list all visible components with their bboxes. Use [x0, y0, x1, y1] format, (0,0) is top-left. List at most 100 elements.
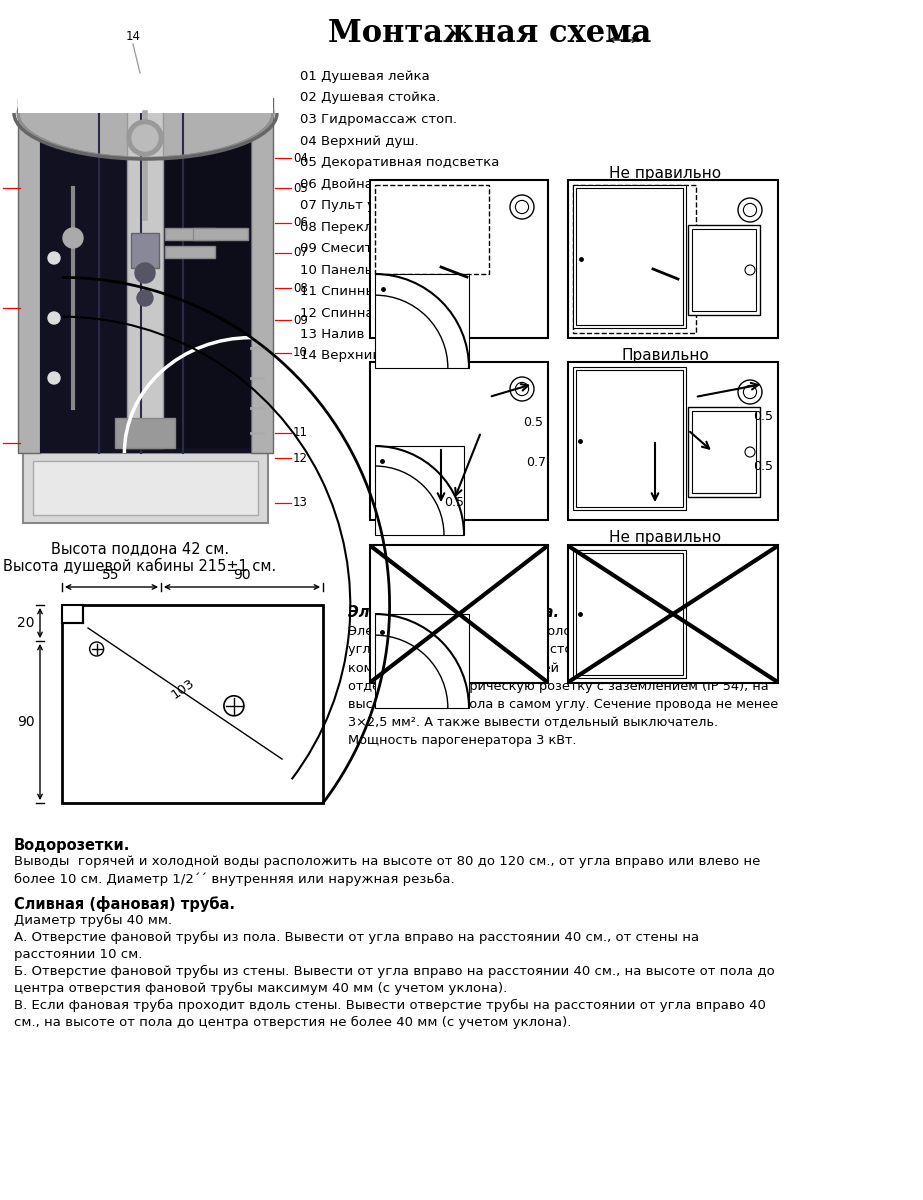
Bar — [131, 233, 159, 268]
Text: 07 Пульт управления: 07 Пульт управления — [300, 199, 450, 212]
Bar — [370, 180, 548, 338]
Text: 07: 07 — [293, 246, 308, 259]
Text: Высота душевой кабины 215±1 см.: Высота душевой кабины 215±1 см. — [4, 558, 277, 574]
Bar — [18, 58, 273, 113]
Text: 02 Душевая стойка.: 02 Душевая стойка. — [300, 91, 440, 104]
Text: расстоянии 10 см.: расстоянии 10 см. — [14, 948, 142, 961]
Bar — [127, 103, 163, 448]
Bar — [33, 461, 258, 515]
Text: Выводы  горячей и холодной воды расположить на высоте от 80 до 120 см., от угла : Выводы горячей и холодной воды расположи… — [14, 854, 761, 868]
Text: 55: 55 — [102, 568, 120, 582]
Text: 04 Верхний душ.: 04 Верхний душ. — [300, 134, 419, 148]
Bar — [375, 446, 464, 535]
Bar — [165, 108, 250, 448]
Text: Водорозетки.: Водорозетки. — [14, 838, 130, 853]
Bar — [165, 228, 215, 240]
Text: Б. Отверстие фановой трубы из стены. Вывести от угла вправо на расстоянии 40 см.: Б. Отверстие фановой трубы из стены. Выв… — [14, 965, 774, 978]
Bar — [576, 188, 683, 325]
Text: 11 Спинные форсунки: 11 Спинные форсунки — [300, 284, 458, 298]
Text: 08: 08 — [293, 282, 307, 294]
Bar — [165, 246, 215, 258]
Text: более 10 см. Диаметр 1/2´´ внутренняя или наружная резьба.: более 10 см. Диаметр 1/2´´ внутренняя ил… — [14, 872, 455, 886]
Text: Электрическая  розетка.: Электрическая розетка. — [348, 605, 559, 620]
Text: Правильно: Правильно — [621, 348, 709, 362]
Text: 09: 09 — [293, 313, 308, 326]
Text: А. Отверстие фановой трубы из пола. Вывести от угла вправо на расстоянии 40 см.,: А. Отверстие фановой трубы из пола. Выве… — [14, 931, 699, 944]
Circle shape — [137, 290, 153, 306]
Text: 10 Панель: 10 Панель — [300, 264, 373, 276]
Text: Не правильно: Не правильно — [609, 530, 721, 545]
Bar — [688, 407, 760, 497]
Text: 20: 20 — [18, 616, 35, 630]
Circle shape — [132, 125, 158, 151]
Bar — [576, 553, 683, 674]
Bar — [18, 98, 40, 452]
Bar — [115, 418, 175, 448]
Text: 0.5: 0.5 — [753, 410, 773, 424]
Text: 12 Спинная подушка: 12 Спинная подушка — [300, 306, 449, 319]
Circle shape — [135, 263, 155, 283]
Circle shape — [127, 120, 163, 156]
Text: 90: 90 — [18, 715, 35, 728]
Text: 04: 04 — [293, 151, 308, 164]
Text: 13 Налив: 13 Налив — [300, 328, 365, 341]
Bar — [568, 180, 778, 338]
Text: 12: 12 — [293, 451, 308, 464]
Bar — [568, 362, 778, 520]
Text: Не правильно: Не правильно — [609, 166, 721, 181]
Bar — [23, 452, 268, 523]
Text: центра отверстия фановой трубы максимум 40 мм (с учетом уклона).: центра отверстия фановой трубы максимум … — [14, 982, 508, 995]
Text: 90: 90 — [234, 568, 251, 582]
Text: 0.7: 0.7 — [526, 456, 546, 468]
Bar — [193, 228, 248, 240]
Text: Электрическую розетку расположить на высоте 220 см., от
угла влево или вправо на: Электрическую розетку расположить на выс… — [348, 625, 779, 748]
Text: 05: 05 — [293, 181, 307, 194]
Text: 01 Душевая лейка: 01 Душевая лейка — [300, 70, 430, 83]
Bar — [573, 550, 686, 678]
Text: Высота поддона 42 см.: Высота поддона 42 см. — [51, 541, 229, 556]
Bar — [375, 274, 469, 368]
Circle shape — [63, 228, 83, 248]
Text: В. Если фановая труба проходит вдоль стены. Вывести отверстие трубы на расстояни: В. Если фановая труба проходит вдоль сте… — [14, 998, 766, 1012]
Bar — [375, 185, 489, 274]
Bar — [568, 545, 778, 683]
Circle shape — [48, 312, 60, 324]
Text: 10: 10 — [293, 347, 308, 360]
Circle shape — [48, 372, 60, 384]
Text: см., на высоте от пола до центра отверстия не более 40 мм (с учетом уклона).: см., на высоте от пола до центра отверст… — [14, 1016, 571, 1030]
Text: 06 Двойная полочка: 06 Двойная полочка — [300, 178, 443, 191]
Text: 0.5: 0.5 — [753, 461, 773, 474]
Text: 03: 03 — [0, 437, 1, 450]
Ellipse shape — [18, 68, 273, 158]
Text: 03 Гидромассаж стоп.: 03 Гидромассаж стоп. — [300, 113, 457, 126]
Bar — [573, 367, 686, 510]
Bar — [688, 226, 760, 314]
Text: 09 Смеситель: 09 Смеситель — [300, 242, 397, 254]
Bar — [251, 98, 273, 452]
Text: Сливная (фановая) труба.: Сливная (фановая) труба. — [14, 896, 235, 912]
Text: 13: 13 — [293, 497, 308, 510]
Text: 0.5: 0.5 — [523, 415, 543, 428]
Text: 01: 01 — [0, 181, 1, 194]
Text: Диаметр трубы 40 мм.: Диаметр трубы 40 мм. — [14, 914, 172, 928]
Text: 02: 02 — [0, 301, 1, 314]
Text: 05 Декоративная подсветка: 05 Декоративная подсветка — [300, 156, 499, 169]
Bar — [62, 605, 83, 623]
Bar — [573, 185, 696, 332]
Bar — [692, 410, 756, 493]
Bar — [692, 229, 756, 311]
Circle shape — [48, 252, 60, 264]
Text: 08 Перекл. режимов: 08 Перекл. режимов — [300, 221, 445, 234]
Text: 06: 06 — [293, 216, 308, 229]
Bar — [40, 98, 251, 452]
Bar — [370, 545, 548, 683]
Text: 14 Верхний свет: 14 Верхний свет — [300, 349, 416, 362]
Bar — [576, 370, 683, 506]
Text: Монтажная схема: Монтажная схема — [329, 18, 652, 48]
Bar — [573, 185, 686, 328]
Bar — [370, 362, 548, 520]
Bar — [375, 614, 469, 708]
Bar — [62, 605, 323, 803]
Text: 103: 103 — [169, 677, 197, 702]
Text: 0.5: 0.5 — [444, 496, 464, 509]
